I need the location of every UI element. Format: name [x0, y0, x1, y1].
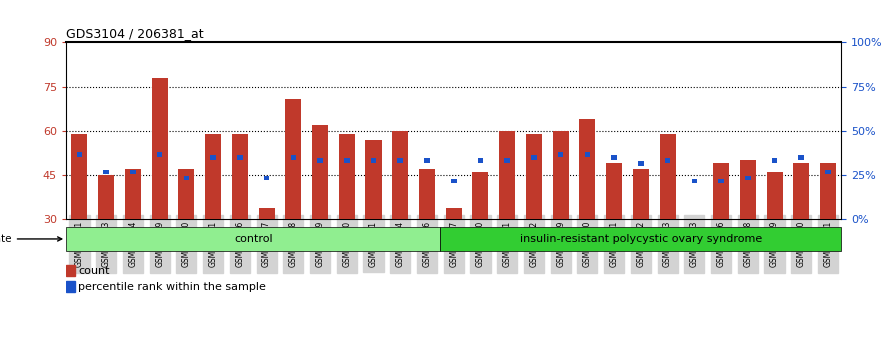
- Bar: [232, 134, 248, 219]
- Bar: [344, 158, 350, 163]
- Bar: [366, 140, 381, 219]
- Bar: [820, 164, 836, 219]
- Bar: [77, 152, 82, 157]
- Bar: [211, 155, 216, 160]
- Bar: [66, 265, 75, 276]
- Bar: [125, 169, 141, 219]
- Bar: [766, 172, 782, 219]
- Bar: [392, 131, 408, 219]
- Bar: [263, 176, 270, 181]
- Text: insulin-resistant polycystic ovary syndrome: insulin-resistant polycystic ovary syndr…: [520, 234, 762, 244]
- Bar: [531, 155, 537, 160]
- Bar: [451, 179, 456, 183]
- Text: count: count: [78, 266, 110, 276]
- Bar: [745, 176, 751, 181]
- Bar: [312, 125, 328, 219]
- Bar: [258, 208, 275, 219]
- Bar: [660, 134, 676, 219]
- Bar: [585, 152, 590, 157]
- Bar: [157, 152, 162, 157]
- Bar: [397, 158, 403, 163]
- Bar: [772, 158, 777, 163]
- Bar: [580, 119, 596, 219]
- Bar: [606, 164, 622, 219]
- Bar: [558, 152, 564, 157]
- Text: percentile rank within the sample: percentile rank within the sample: [78, 282, 266, 292]
- Bar: [665, 158, 670, 163]
- Bar: [424, 158, 430, 163]
- Bar: [291, 155, 296, 160]
- Bar: [339, 134, 355, 219]
- Bar: [740, 160, 756, 219]
- Bar: [692, 179, 697, 183]
- Text: control: control: [233, 234, 272, 244]
- Bar: [526, 134, 542, 219]
- Bar: [793, 164, 810, 219]
- Bar: [713, 164, 729, 219]
- Bar: [638, 161, 644, 166]
- Bar: [285, 98, 301, 219]
- Bar: [446, 208, 462, 219]
- Bar: [66, 281, 75, 292]
- Bar: [798, 155, 804, 160]
- Bar: [98, 175, 115, 219]
- Bar: [71, 134, 87, 219]
- Bar: [103, 170, 109, 175]
- Bar: [718, 179, 724, 183]
- Bar: [478, 158, 484, 163]
- Bar: [419, 169, 435, 219]
- Text: disease state: disease state: [0, 234, 62, 244]
- Bar: [825, 170, 831, 175]
- Bar: [371, 158, 376, 163]
- Bar: [317, 158, 322, 163]
- Bar: [611, 155, 617, 160]
- Bar: [472, 172, 488, 219]
- Bar: [552, 131, 568, 219]
- Bar: [152, 78, 167, 219]
- Bar: [237, 155, 242, 160]
- Bar: [633, 169, 649, 219]
- Bar: [505, 158, 510, 163]
- FancyBboxPatch shape: [66, 227, 440, 251]
- FancyBboxPatch shape: [440, 227, 841, 251]
- Text: GDS3104 / 206381_at: GDS3104 / 206381_at: [66, 27, 204, 40]
- Bar: [178, 169, 195, 219]
- Bar: [183, 176, 189, 181]
- Bar: [500, 131, 515, 219]
- Bar: [205, 134, 221, 219]
- Bar: [130, 170, 136, 175]
